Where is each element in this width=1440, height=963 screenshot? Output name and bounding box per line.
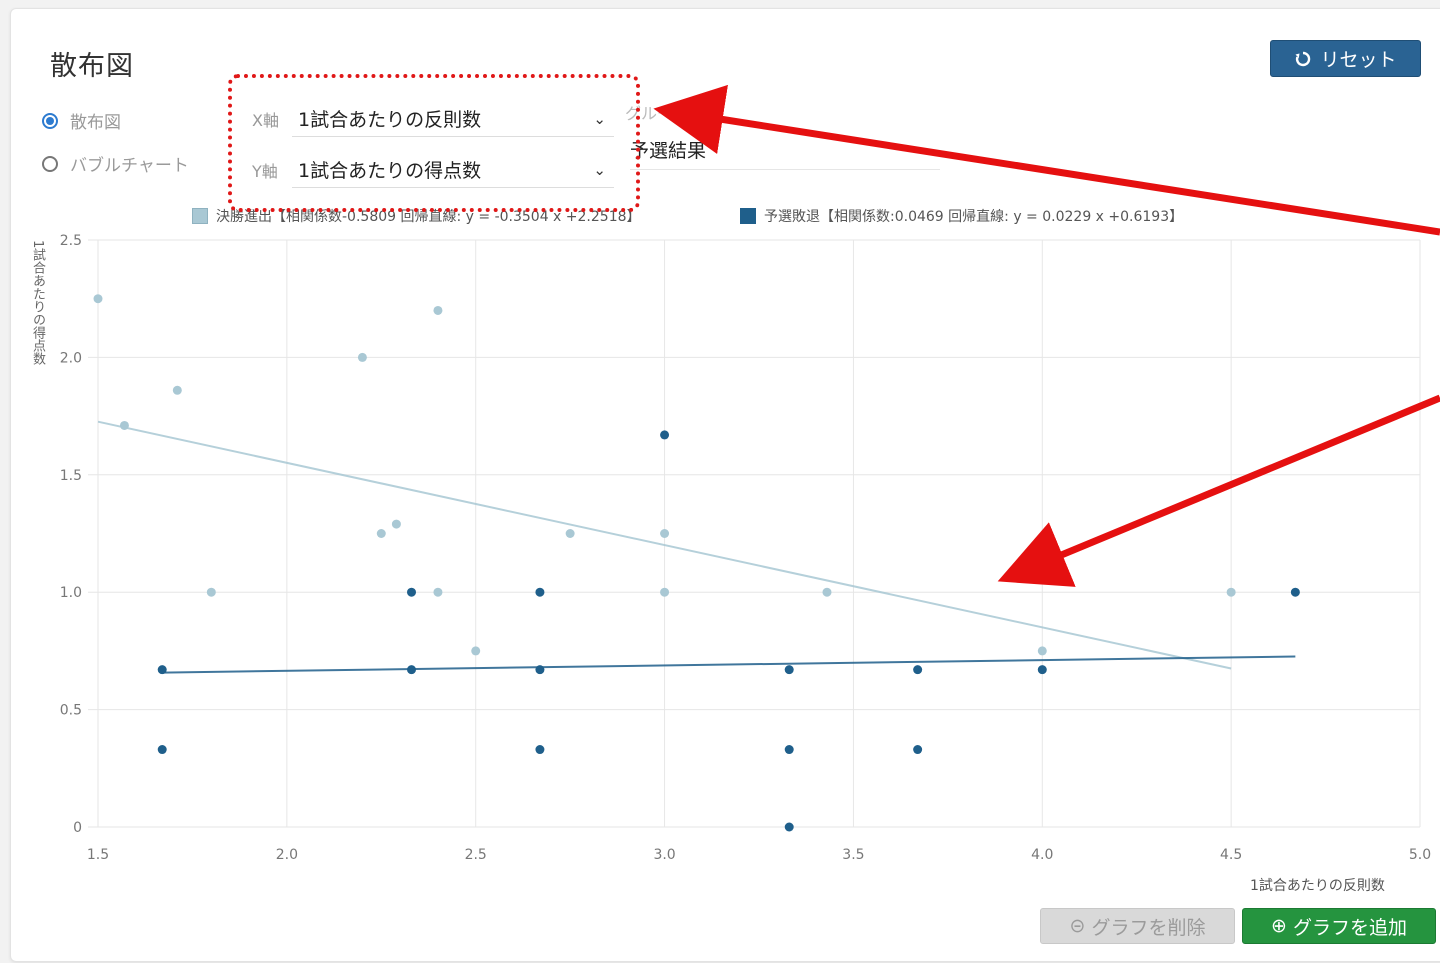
trend-line xyxy=(162,655,1296,674)
legend-swatch-finalist xyxy=(192,208,208,224)
y-axis-label: Y軸 xyxy=(252,162,278,181)
data-point xyxy=(157,745,167,755)
radio-bubble-label: バブルチャート xyxy=(70,156,189,176)
annotation-arrow-upper xyxy=(653,84,1440,236)
data-point xyxy=(391,519,401,529)
data-point xyxy=(157,665,167,675)
x-tick-label: 3.0 xyxy=(653,847,675,863)
data-point xyxy=(471,646,481,656)
delete-graph-label: グラフを削除 xyxy=(1091,916,1206,939)
delete-graph-button[interactable]: ⊝ グラフを削除 xyxy=(1040,908,1235,944)
y-tick-label: 0.5 xyxy=(60,703,82,719)
x-tick-label: 4.0 xyxy=(1031,847,1053,863)
x-tick-label: 2.5 xyxy=(465,847,487,863)
data-point xyxy=(357,352,367,362)
data-point xyxy=(433,305,443,315)
data-point xyxy=(376,529,386,538)
data-point xyxy=(407,587,417,597)
data-point xyxy=(1290,587,1300,597)
circle-plus-icon: ⊕ xyxy=(1271,915,1287,937)
data-point xyxy=(565,529,575,538)
data-point xyxy=(784,745,794,755)
x-tick-label: 1.5 xyxy=(87,847,109,863)
data-point xyxy=(206,587,216,597)
legend-text-eliminated: 予選敗退【相関係数:0.0469 回帰直線: y = 0.0229 x +0.6… xyxy=(764,209,1184,225)
circle-minus-icon: ⊝ xyxy=(1069,915,1086,937)
legend-swatch-eliminated xyxy=(740,208,756,224)
radio-bubble-dot[interactable] xyxy=(42,155,58,172)
x-axis-select[interactable]: 1試合あたりの反則数 ⌄ xyxy=(292,101,614,137)
x-tick-label: 2.0 xyxy=(276,847,298,863)
x-axis-title: 1試合あたりの反則数 xyxy=(1250,878,1385,894)
x-tick-label: 5.0 xyxy=(1409,847,1431,863)
data-point xyxy=(93,294,103,304)
data-point xyxy=(535,587,545,597)
data-point xyxy=(1037,665,1047,675)
data-point xyxy=(1037,646,1047,656)
y-tick-label: 2.0 xyxy=(60,350,82,366)
data-point xyxy=(433,587,443,597)
radio-scatter-label: 散布図 xyxy=(70,113,121,133)
radio-scatter-dot[interactable] xyxy=(42,112,58,129)
data-point xyxy=(1226,587,1236,597)
y-tick-label: 1.5 xyxy=(60,468,82,484)
x-tick-label: 4.5 xyxy=(1220,847,1242,863)
data-point xyxy=(660,529,670,538)
chart-panel xyxy=(10,8,1440,962)
chevron-down-icon: ⌄ xyxy=(593,109,606,128)
data-point xyxy=(660,430,670,440)
chevron-down-icon: ⌄ xyxy=(593,160,606,179)
data-point xyxy=(535,745,545,755)
data-point xyxy=(172,385,182,395)
x-axis-select-row: X軸 1試合あたりの反則数 ⌄ xyxy=(230,101,614,137)
data-point xyxy=(913,745,923,755)
reset-icon xyxy=(1295,51,1311,66)
y-axis-select-row: Y軸 1試合あたりの得点数 ⌄ xyxy=(230,152,614,188)
y-tick-label: 2.5 xyxy=(60,233,82,249)
data-point xyxy=(660,587,670,597)
radio-scatter[interactable]: 散布図 xyxy=(42,108,121,133)
data-point xyxy=(784,665,794,675)
page-title: 散布図 xyxy=(50,51,134,82)
annotation-arrow-lower xyxy=(997,394,1440,587)
reset-label: リセット xyxy=(1320,49,1397,71)
data-point xyxy=(119,420,129,430)
legend-text-finalist: 決勝進出【相関係数-0.5809 回帰直線: y = -0.3504 x +2.… xyxy=(216,209,641,225)
x-axis-label: X軸 xyxy=(252,111,279,130)
data-point xyxy=(913,665,923,675)
y-axis-select[interactable]: 1試合あたりの得点数 ⌄ xyxy=(292,152,614,188)
reset-button[interactable]: リセット xyxy=(1270,40,1421,77)
data-point xyxy=(535,665,545,675)
y-tick-label: 1.0 xyxy=(60,585,82,601)
radio-bubble[interactable]: バブルチャート xyxy=(42,151,189,176)
y-tick-label: 0 xyxy=(73,820,82,836)
x-tick-label: 3.5 xyxy=(842,847,864,863)
y-axis-title: 1試合あたりの得点数 xyxy=(30,240,45,366)
data-point xyxy=(822,587,832,597)
legend-item-eliminated[interactable]: 予選敗退【相関係数:0.0469 回帰直線: y = 0.0229 x +0.6… xyxy=(740,206,1183,226)
annotation-dotted-box xyxy=(228,74,640,212)
x-axis-value: 1試合あたりの反則数 xyxy=(298,109,482,131)
legend-item-finalist[interactable]: 決勝進出【相関係数-0.5809 回帰直線: y = -0.3504 x +2.… xyxy=(192,206,641,226)
add-graph-button[interactable]: ⊕ グラフを追加 xyxy=(1242,908,1436,944)
y-axis-value: 1試合あたりの得点数 xyxy=(298,160,482,182)
data-point xyxy=(407,665,417,675)
data-point xyxy=(784,822,794,832)
add-graph-label: グラフを追加 xyxy=(1292,916,1407,939)
trend-line xyxy=(97,420,1232,670)
